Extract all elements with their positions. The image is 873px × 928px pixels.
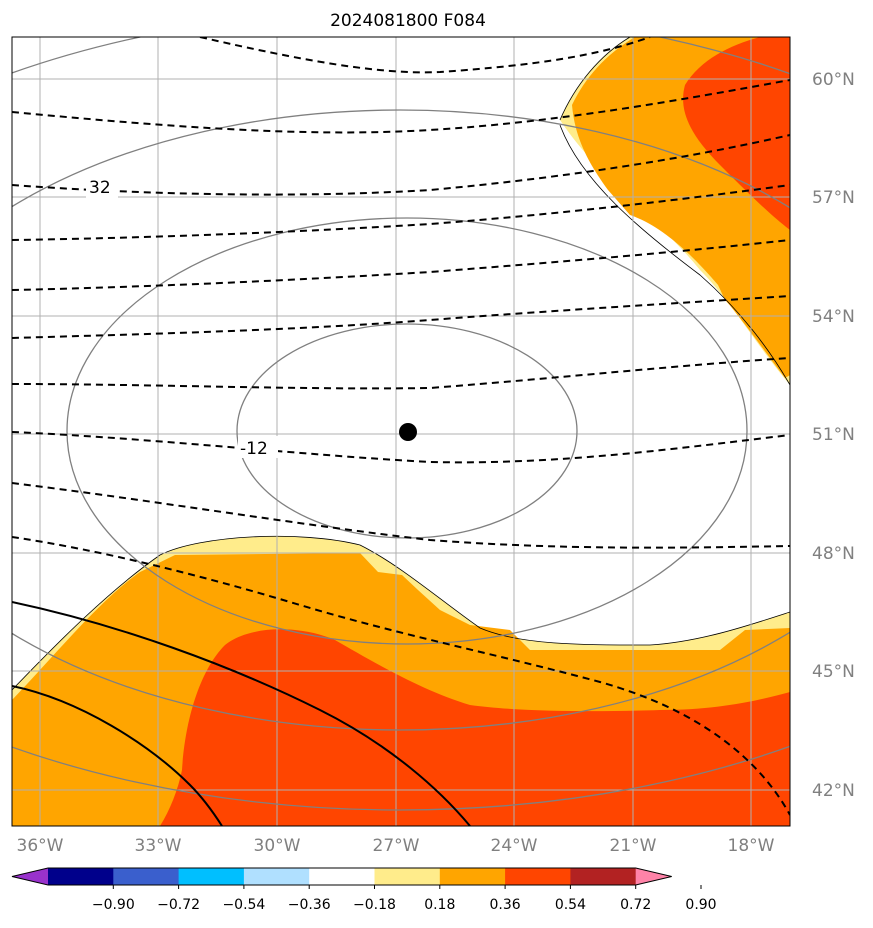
colorbar-extend-right	[635, 868, 672, 885]
colorbar-segment	[243, 868, 310, 885]
lat-label: 51°N	[812, 425, 855, 445]
contour-label-32: 32	[89, 178, 111, 198]
colorbar-tick-label: 0.36	[490, 897, 521, 913]
colorbar-segment	[505, 868, 571, 885]
contour-label-bg	[238, 436, 278, 458]
longitude-labels: 36°W 33°W 30°W 27°W 24°W 21°W 18°W	[17, 836, 775, 856]
lon-label: 36°W	[17, 836, 64, 856]
colorbar-tick-label: −0.36	[288, 897, 331, 913]
colorbar-segment	[309, 868, 375, 885]
lat-label: 48°N	[812, 544, 855, 564]
map-frame	[11, 36, 791, 827]
lat-label: 42°N	[812, 781, 855, 801]
filled-region-southwest	[12, 535, 790, 826]
colorbar: −0.90 −0.72 −0.54 −0.36 −0.18 0.18 0.36 0.54 0.7…	[11, 867, 717, 913]
lon-label: 21°W	[610, 836, 657, 856]
colorbar-tick-label: −0.54	[222, 897, 265, 913]
lat-label: 45°N	[812, 662, 855, 682]
colorbar-outline	[11, 867, 672, 886]
lon-label: 27°W	[373, 836, 420, 856]
colorbar-tick-label: 0.72	[620, 897, 651, 913]
gray-contours	[12, 37, 790, 811]
colorbar-segment	[439, 868, 506, 885]
lon-label: 33°W	[135, 836, 182, 856]
colorbar-segment	[48, 868, 114, 885]
lat-label: 60°N	[812, 70, 855, 90]
colorbar-tick-label: −0.90	[92, 897, 135, 913]
contour-label-minus12: -12	[240, 439, 268, 459]
lon-label: 18°W	[728, 836, 775, 856]
colorbar-tick-label: 0.54	[555, 897, 586, 913]
lat-label: 57°N	[812, 188, 855, 208]
solid-contours	[12, 601, 471, 826]
lat-label: 54°N	[812, 307, 855, 327]
graticule	[12, 37, 790, 826]
colorbar-tick-label: −0.72	[157, 897, 200, 913]
figure-title: 2024081800 F084	[330, 11, 486, 31]
colorbar-extend-left	[12, 868, 48, 885]
latitude-labels: 60°N 57°N 54°N 51°N 48°N 45°N 42°N	[812, 70, 855, 801]
storm-center-marker	[399, 423, 417, 441]
colorbar-tick-label: 0.90	[685, 897, 716, 913]
colorbar-segment	[113, 868, 180, 885]
colorbar-segment	[570, 868, 637, 885]
colorbar-segment	[178, 868, 245, 885]
colorbar-segment	[374, 868, 441, 885]
map-area: 32 -12	[12, 37, 790, 826]
colorbar-tick-label: 0.18	[424, 897, 455, 913]
contour-label-bg	[86, 176, 118, 198]
lon-label: 30°W	[254, 836, 301, 856]
colorbar-tick-label: −0.18	[353, 897, 396, 913]
filled-region-northeast	[559, 37, 790, 386]
lon-label: 24°W	[491, 836, 538, 856]
dashed-contours	[12, 37, 790, 816]
